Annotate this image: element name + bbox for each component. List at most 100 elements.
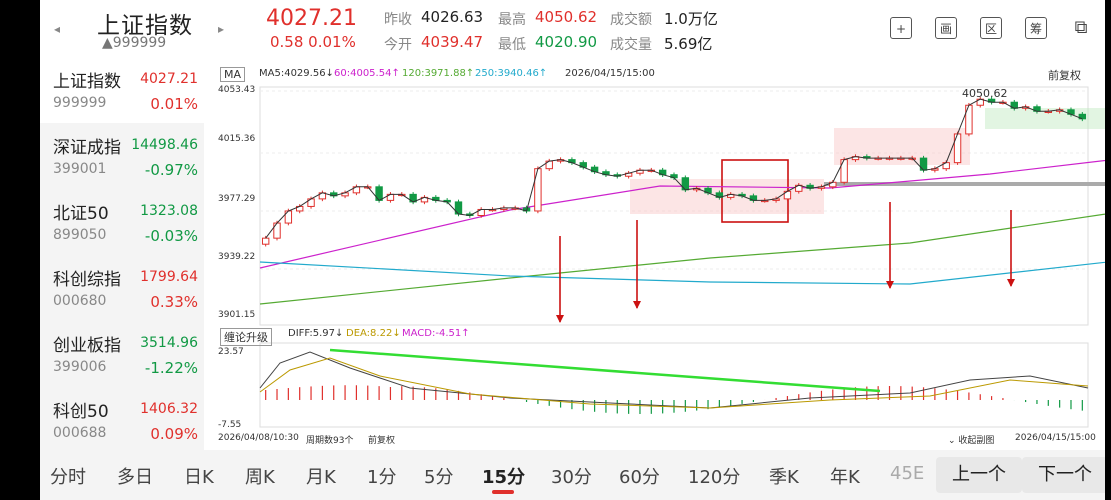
chart-datetime: 2026/04/15/15:00 (565, 68, 655, 79)
add-watchlist-icon[interactable]: + (890, 17, 912, 39)
high-label: 最高 (498, 12, 526, 28)
dea-line (259, 357, 1089, 409)
list-item[interactable]: 北证50 899050 1323.08 -0.03% (40, 190, 204, 255)
tab-year-k[interactable]: 年K (830, 467, 860, 488)
index-name: 创业板指 (53, 336, 121, 356)
index-price: 14498.46 (131, 137, 198, 153)
price-change: 0.58 0.01% (270, 33, 356, 51)
list-item[interactable]: 上证指数 999999 4027.21 0.01% (40, 58, 204, 123)
period-tabs: 分时 多日 日K 周K 月K 1分 5分 15分 30分 60分 120分 季K… (40, 450, 1105, 500)
tab-1min[interactable]: 1分 (367, 467, 397, 488)
index-code: 999999 (53, 95, 107, 111)
footer-period-count: 周期数93个 (306, 436, 354, 446)
open-label: 今开 (384, 37, 412, 53)
ma60-line (259, 159, 1105, 269)
volume-label: 成交量 (610, 37, 652, 53)
tab-5min[interactable]: 5分 (424, 467, 454, 488)
tab-weekly-k[interactable]: 周K (245, 467, 275, 488)
main-chart-frame (259, 86, 1089, 326)
diff-legend: DIFF:5.97↓ (288, 328, 344, 339)
tab-60min[interactable]: 60分 (619, 467, 660, 488)
chips-icon[interactable]: 筹 (1025, 17, 1047, 39)
tab-daily-k[interactable]: 日K (184, 467, 214, 488)
ma5-line (265, 98, 1083, 239)
index-code: 000680 (53, 293, 107, 309)
index-price: 1799.64 (140, 269, 198, 285)
tab-duori[interactable]: 多日 (117, 467, 153, 488)
index-code: 899050 (53, 227, 107, 243)
app-screen: ◂ 上证指数 ▲999999 ▸ 4027.21 0.58 0.01% 昨收 4… (40, 0, 1105, 500)
prev-stock-arrow-icon[interactable]: ◂ (54, 22, 61, 36)
y-tick: 3977.29 (218, 194, 256, 204)
last-price: 4027.21 (266, 6, 357, 31)
annotation-arrowhead (556, 315, 564, 323)
y-tick: 4015.36 (218, 134, 256, 144)
zone-box (630, 179, 824, 214)
index-pct: -1.22% (144, 359, 198, 377)
index-code: 399001 (53, 161, 107, 177)
index-pct: -0.97% (144, 161, 198, 179)
tab-monthly-k[interactable]: 月K (306, 467, 336, 488)
kline-chart[interactable]: MA MA5:4029.56↓ 60:4005.54↑ 120:3971.88↑… (210, 58, 1105, 450)
stock-title: 上证指数 (97, 13, 193, 39)
draw-icon[interactable]: 画 (935, 17, 957, 39)
diff-line (259, 351, 1089, 409)
ma250-legend: 250:3940.46↑ (475, 68, 548, 79)
tab-45[interactable]: 45E (890, 463, 925, 484)
low-label: 最低 (498, 37, 526, 53)
active-tab-indicator (492, 490, 514, 494)
index-name: 上证指数 (53, 72, 121, 92)
tab-fenshi[interactable]: 分时 (50, 467, 86, 488)
footer-adjust: 前复权 (368, 436, 396, 446)
prev-close-value: 4026.63 (421, 8, 484, 26)
collapse-subchart-button[interactable]: ⌄ 收起副图 (948, 436, 995, 446)
tab-15min[interactable]: 15分 (482, 467, 526, 488)
macd-selector[interactable]: 缠论升级 (220, 328, 272, 346)
macd-tick: 23.57 (218, 347, 244, 357)
index-name: 科创综指 (53, 270, 121, 290)
list-item[interactable]: 科创50 000688 1406.32 0.09% (40, 388, 204, 453)
annotation-arrowhead (633, 301, 641, 309)
annotation-arrowhead (886, 281, 894, 289)
index-pct: 0.33% (150, 293, 198, 311)
index-pct: 0.01% (150, 95, 198, 113)
stock-code: ▲999999 (102, 35, 167, 51)
ma250-line (259, 261, 1105, 285)
tab-120min[interactable]: 120分 (688, 467, 741, 488)
index-price: 1406.32 (140, 401, 198, 417)
high-value: 4050.62 (535, 8, 598, 26)
list-item[interactable]: 创业板指 399006 3514.96 -1.22% (40, 322, 204, 387)
list-item[interactable]: 科创综指 000680 1799.64 0.33% (40, 256, 204, 321)
tab-quarter-k[interactable]: 季K (769, 467, 799, 488)
zone-bar (824, 182, 1105, 186)
amount-label: 成交额 (610, 12, 652, 28)
candle-body (534, 168, 542, 212)
index-list: 上证指数 999999 4027.21 0.01% 深证成指 399001 14… (40, 58, 204, 450)
adjust-dropdown[interactable]: 前复权 (1048, 69, 1081, 82)
macd-legend: MACD:-4.51↑ (402, 328, 470, 339)
next-stock-button[interactable]: 下一个 (1022, 457, 1105, 493)
ma5-legend: MA5:4029.56↓ (259, 68, 334, 79)
index-code: 000688 (53, 425, 107, 441)
list-item[interactable]: 深证成指 399001 14498.46 -0.97% (40, 124, 204, 189)
dea-legend: DEA:8.22↓ (346, 328, 401, 339)
prev-close-label: 昨收 (384, 12, 412, 28)
next-stock-arrow-icon[interactable]: ▸ (218, 22, 225, 36)
tab-30min[interactable]: 30分 (551, 467, 592, 488)
annotation-arrowhead (1007, 279, 1015, 287)
ma-selector[interactable]: MA (220, 67, 246, 82)
prev-stock-button[interactable]: 上一个 (936, 457, 1022, 493)
ma60-legend: 60:4005.54↑ (334, 68, 400, 79)
candle-body (1078, 113, 1087, 120)
zone-box (985, 108, 1105, 129)
share-screen-icon[interactable]: ⧉ (1074, 17, 1088, 38)
amount-value: 1.0万亿 (664, 10, 718, 28)
interval-icon[interactable]: 区 (980, 17, 1002, 39)
index-price: 3514.96 (140, 335, 198, 351)
open-value: 4039.47 (421, 33, 484, 51)
index-pct: -0.03% (144, 227, 198, 245)
macd-chart-frame (259, 342, 1089, 428)
kline-svg[interactable] (210, 58, 1105, 450)
y-tick: 3901.15 (218, 310, 256, 320)
index-name: 深证成指 (53, 138, 121, 158)
